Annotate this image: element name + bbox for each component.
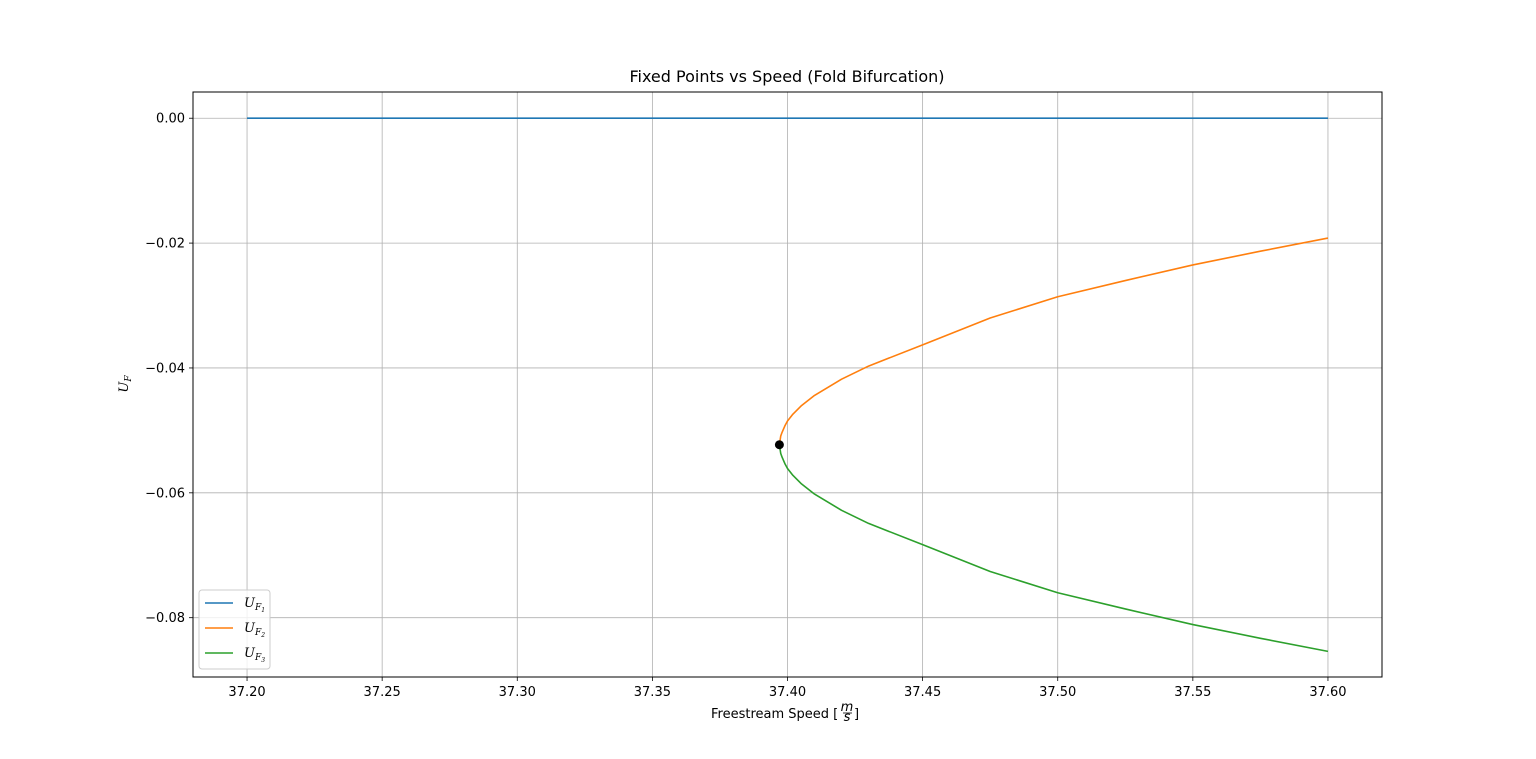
x-tick-label: 37.55 [1174,685,1211,700]
x-tick-label: 37.45 [904,685,941,700]
legend-label-3: UF3 [244,646,265,664]
y-tick-label: −0.02 [145,237,185,252]
x-tick-label: 37.20 [228,685,265,700]
y-tick-label: −0.08 [145,611,185,626]
x-tick-label: 37.60 [1309,685,1346,700]
legend-box [198,589,271,670]
chart-title: Fixed Points vs Speed (Fold Bifurcation) [629,67,944,86]
x-axis-label: Freestream Speed [ m s ] [711,700,859,725]
x-tick-label: 37.35 [634,685,671,700]
x-tick-label: 37.40 [769,685,806,700]
series-line-3 [778,444,1329,653]
x-tick-label: 37.25 [364,685,401,700]
y-axis-label-text: UF [117,375,134,393]
x-axis-ticks: 37.20 37.25 37.30 37.35 37.40 37.45 37.50 37.55… [228,677,1347,700]
grid-lines [193,92,1382,677]
legend: UF1 UF2 UF3 [198,589,271,670]
y-tick-label: −0.04 [145,361,185,376]
bifurcation-point [774,440,784,450]
legend-label-2: UF2 [244,621,265,639]
x-axis-label-numerator: m [841,700,854,715]
x-axis-label-close: ] [854,707,859,722]
bifurcation-marker [774,440,784,450]
x-tick-label: 37.30 [499,685,536,700]
y-tick-label: −0.06 [145,486,185,501]
y-axis-ticks: 0.00 −0.02 −0.04 −0.06 −0.08 [145,112,193,626]
x-axis-label-denominator: s [844,710,851,725]
series-lines [247,117,1329,653]
y-axis-label: UF [117,375,134,393]
series-line-2 [778,237,1329,445]
x-tick-label: 37.50 [1039,685,1076,700]
x-axis-label-text: Freestream Speed [ [711,707,838,722]
legend-label-1: UF1 [244,596,265,614]
y-tick-label: 0.00 [156,112,185,127]
